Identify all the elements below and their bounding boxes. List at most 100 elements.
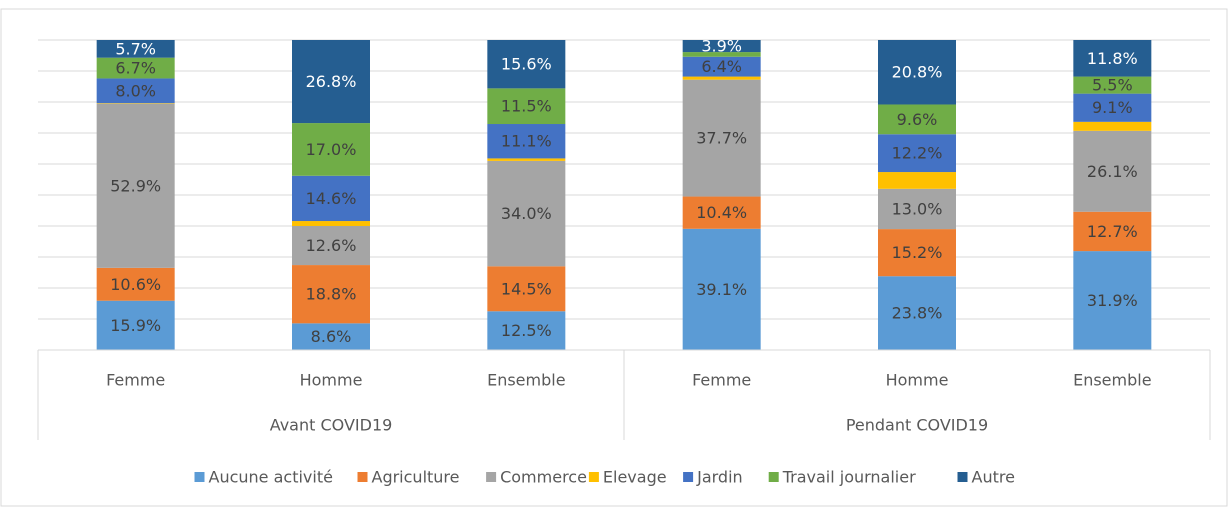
data-label: 10.6% (110, 275, 161, 294)
data-label: 15.2% (892, 243, 943, 262)
bar-segment (96, 103, 175, 268)
bar-segment (96, 103, 175, 104)
bar-segment (1073, 93, 1152, 122)
bar-segment (682, 196, 761, 229)
x-tick-label: Ensemble (487, 371, 565, 390)
data-label: 26.8% (306, 72, 357, 91)
data-label: 18.8% (306, 285, 357, 304)
legend-swatch (768, 472, 779, 482)
bar-segment (1073, 211, 1152, 252)
bar-segment (292, 221, 370, 226)
bar-segment (1073, 76, 1152, 94)
bar-segment (682, 40, 761, 53)
bar-segment (682, 79, 761, 197)
bar-segment (1073, 130, 1152, 212)
bar-segment (96, 57, 175, 79)
data-label: 11.5% (501, 97, 552, 116)
data-label: 31.9% (1087, 291, 1138, 310)
bar-segment (292, 40, 370, 124)
bar-segment (1073, 121, 1152, 131)
bar-segment (682, 76, 761, 80)
legend-label: Travail journalier (782, 468, 916, 487)
data-label: 11.8% (1087, 49, 1138, 68)
group-label: Pendant COVID19 (846, 416, 988, 435)
bar-segment (487, 88, 566, 125)
bar-segment (96, 78, 175, 104)
bar-segment (682, 228, 761, 350)
legend-swatch (683, 472, 694, 482)
bar-segment (487, 158, 566, 161)
data-label: 17.0% (306, 140, 357, 159)
legend-swatch (194, 472, 205, 482)
bar-segment (682, 56, 761, 77)
bar-segment (878, 188, 956, 230)
data-label: 3.9% (701, 37, 742, 56)
bar-segment (96, 40, 175, 58)
data-label: 8.6% (311, 327, 352, 346)
data-label: 5.7% (115, 39, 156, 58)
legend-label: Aucune activité (209, 468, 333, 487)
bar-segment (292, 123, 370, 176)
legend-swatch (486, 472, 497, 482)
bar-segment (487, 160, 566, 267)
legend-swatch (357, 472, 368, 482)
bar-segment (487, 40, 566, 89)
bar-segment (292, 265, 370, 324)
bar-segment (292, 226, 370, 266)
data-label: 15.9% (110, 316, 161, 335)
bar-segment (878, 104, 956, 135)
data-label: 9.1% (1092, 98, 1133, 117)
bar-segment (96, 300, 175, 350)
data-label: 11.1% (501, 132, 552, 151)
x-tick-label: Femme (692, 371, 751, 390)
bar-segment (1073, 251, 1152, 350)
x-tick-label: Homme (300, 371, 363, 390)
data-label: 5.5% (1092, 76, 1133, 95)
legend-label: Commerce (500, 468, 587, 487)
legend-label: Elevage (603, 468, 667, 487)
data-label: 39.1% (696, 280, 747, 299)
data-label: 12.7% (1087, 222, 1138, 241)
x-tick-label: Femme (106, 371, 165, 390)
bar-segment (96, 267, 175, 301)
bar-segment (292, 323, 370, 350)
data-label: 9.6% (897, 110, 938, 129)
bar-segment (878, 172, 956, 189)
data-label: 12.2% (892, 144, 943, 163)
data-label: 6.4% (701, 57, 742, 76)
bar-segment (682, 52, 761, 57)
legend-label: Agriculture (372, 468, 460, 487)
x-tick-label: Homme (886, 371, 949, 390)
bar-segment (487, 311, 566, 350)
bar-segment (487, 266, 566, 312)
data-label: 8.0% (115, 81, 156, 100)
group-label: Avant COVID19 (270, 416, 393, 435)
bar-segment (878, 276, 956, 350)
legend-swatch (957, 472, 968, 482)
data-label: 12.5% (501, 321, 552, 340)
data-label: 15.6% (501, 55, 552, 74)
data-label: 14.6% (306, 189, 357, 208)
bar-segment (878, 134, 956, 173)
x-tick-label: Ensemble (1073, 371, 1151, 390)
bar-segment (292, 175, 370, 222)
data-label: 20.8% (892, 63, 943, 82)
bar-segment (1073, 40, 1152, 77)
data-label: 37.7% (696, 129, 747, 148)
bar-segment (878, 229, 956, 277)
bar-segment (878, 40, 956, 105)
data-label: 23.8% (892, 304, 943, 323)
data-label: 13.0% (892, 199, 943, 218)
data-label: 6.7% (115, 59, 156, 78)
data-label: 10.4% (696, 203, 747, 222)
data-label: 14.5% (501, 279, 552, 298)
legend-swatch (588, 472, 599, 482)
legend-label: Autre (972, 468, 1015, 487)
legend-label: Jardin (696, 468, 743, 487)
bar-segment (487, 124, 566, 159)
data-label: 12.6% (306, 236, 357, 255)
data-label: 34.0% (501, 204, 552, 223)
data-label: 52.9% (110, 176, 161, 195)
